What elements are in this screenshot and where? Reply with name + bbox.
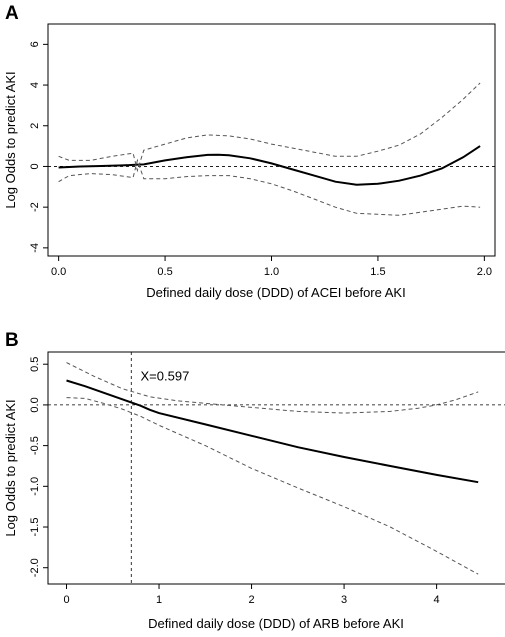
panel-b-x-axis-title: Defined daily dose (DDD) of ARB before A…: [148, 616, 404, 631]
panel-b-x-tick-label: 1: [156, 594, 162, 606]
panel-b-y-tick-label: -0.5: [29, 436, 41, 455]
panel-a-x-tick-label: 1.0: [264, 266, 279, 278]
panel-a-x-tick-label: 1.5: [370, 266, 385, 278]
panel-b-x-tick-label: 4: [434, 594, 440, 606]
panel-b-y-tick-label: 0.5: [29, 357, 41, 372]
panel-b-y-tick-label: -2.0: [29, 558, 41, 577]
panel-b-series: [66, 362, 479, 575]
panel-b-y-tick-label: -1.5: [29, 518, 41, 537]
panel-a-x-tick-label: 0.5: [157, 266, 172, 278]
panel-a-y-axis-title: Log Odds to predict AKI: [3, 71, 18, 208]
panel-b-confidence-band-line: [66, 362, 479, 414]
panel-b-x-tick-label: 0: [63, 594, 69, 606]
panel-a-confidence-band-line: [58, 158, 481, 216]
panel-b-cutoff-annotation: X=0.597: [141, 368, 190, 383]
panel-a: A 0.0 0.5 1.0 1.5 2.0 -4 -2 0 2 4 6 Defined daily…: [3, 3, 496, 300]
panel-b-y-tick-label: 0.0: [29, 397, 41, 412]
panel-b-y-axis: -2.0 -1.5 -1.0 -0.5 0.0 0.5: [29, 357, 48, 577]
panel-a-y-tick-label: -4: [29, 243, 41, 253]
panel-a-y-tick-label: 4: [29, 82, 41, 88]
panel-a-x-axis: 0.0 0.5 1.0 1.5 2.0: [51, 256, 492, 278]
panel-a-y-tick-label: 6: [29, 41, 41, 47]
panel-a-y-tick-label: 0: [29, 163, 41, 169]
panel-b-plot-frame: [47, 351, 505, 585]
panel-b-annotations: X=0.597: [141, 368, 190, 383]
panel-a-x-tick-label: 0.0: [51, 266, 66, 278]
panel-b-reference-lines: [48, 352, 505, 584]
panel-b-x-tick-label: 2: [248, 594, 254, 606]
panel-a-x-axis-title: Defined daily dose (DDD) of ACEI before …: [146, 285, 405, 300]
panel-b-fitted-curve: [66, 379, 479, 484]
panel-a-y-tick-label: 2: [29, 123, 41, 129]
panel-b-y-tick-label: -1.0: [29, 477, 41, 496]
panel-b-y-axis-title: Log Odds to predict AKI: [3, 399, 18, 536]
panel-b-x-tick-label: 3: [341, 594, 347, 606]
panel-a-y-axis: -4 -2 0 2 4 6: [29, 41, 48, 253]
panel-b-x-axis: 0 1 2 3 4: [63, 584, 440, 606]
panel-b: B 0 1 2 3 4 -2.0 -1.5 -1.0 -0.5 0.0 0.5 X=0.597 D…: [3, 330, 505, 631]
panel-b-letter: B: [5, 330, 19, 351]
panel-a-x-tick-label: 2.0: [477, 266, 492, 278]
panel-a-plot-frame: [47, 23, 496, 257]
panel-a-fitted-curve: [58, 145, 481, 186]
panel-b-confidence-band-line: [66, 397, 479, 575]
panel-a-y-tick-label: -2: [29, 202, 41, 212]
panel-a-letter: A: [5, 3, 19, 24]
panel-a-confidence-band-line: [58, 82, 481, 173]
panel-a-series: [58, 82, 481, 216]
